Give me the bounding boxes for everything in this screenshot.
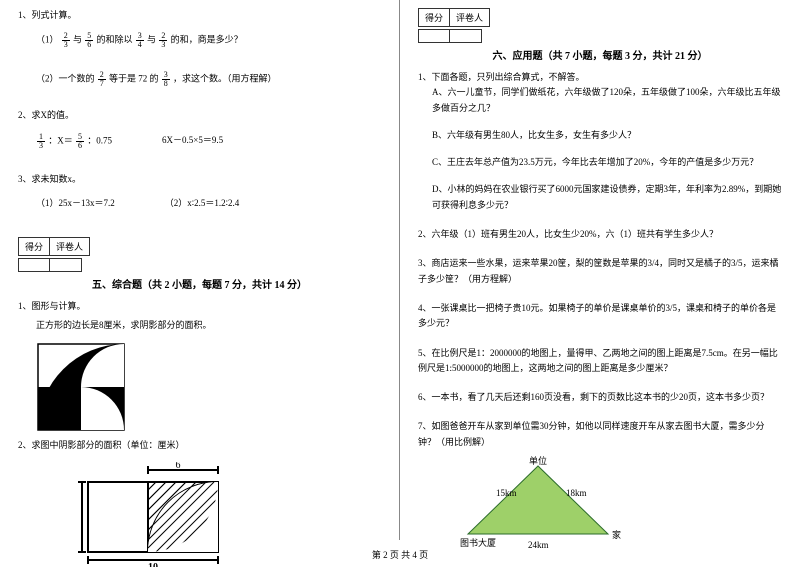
txt: ：0.75 — [87, 135, 112, 145]
a1-b: B、六年级有男生80人，比女生多，女生有多少人？ — [418, 128, 782, 143]
txt: （1） — [36, 35, 59, 45]
a4: 4、一张课桌比一把椅子贵10元。如果椅子的单价是课桌单价的3/5，课桌和椅子的单… — [418, 301, 782, 332]
txt: ，求这个数。（用方程解） — [173, 74, 277, 84]
a6: 6、一本书，看了几天后还剩160页没看，剩下的页数比这本书的少20页，这本书多少… — [418, 390, 782, 405]
txt: （2）一个数的 — [36, 74, 95, 84]
grader-label: 评卷人 — [450, 8, 490, 27]
dim-top: 6 — [176, 462, 181, 471]
frac: 34 — [136, 32, 144, 49]
txt: 与 — [147, 35, 156, 45]
score-box: 得分 评卷人 — [418, 8, 782, 27]
eq2: 6X－0.5×5＝9.5 — [162, 133, 223, 150]
section-6-title: 六、应用题（共 7 小题，每题 3 分，共计 21 分） — [418, 47, 782, 62]
txt: 的和，商是多少？ — [171, 35, 243, 45]
a1: 1、下面各题，只列出综合算式，不解答。 A、六一儿童节，同学们做纸花，六年级做了… — [418, 70, 782, 213]
txt: 的和除以 — [97, 35, 133, 45]
a5: 5、在比例尺是1：2000000的地图上，量得甲、乙两地之间的图上距离是7.5c… — [418, 346, 782, 377]
eq1: 13 ：X＝ 56 ：0.75 — [36, 133, 112, 150]
a1-d: D、小林的妈妈在农业银行买了6000元国家建设债券，定期3年，年利率为2.89%… — [418, 182, 782, 213]
figure-1 — [18, 342, 381, 432]
score-label: 得分 — [18, 237, 50, 256]
right-column: 得分 评卷人 六、应用题（共 7 小题，每题 3 分，共计 21 分） 1、下面… — [400, 0, 800, 540]
score-label: 得分 — [418, 8, 450, 27]
c1-stem: 1、图形与计算。 — [18, 299, 381, 313]
grader-label: 评卷人 — [50, 237, 90, 256]
q3-e2: （2）x∶2.5＝1.2∶2.4 — [165, 196, 239, 209]
q2-equations: 13 ：X＝ 56 ：0.75 6X－0.5×5＝9.5 — [18, 133, 381, 150]
frac: 56 — [76, 133, 84, 150]
q3-e1: （1）25x－13x＝7.2 — [36, 196, 115, 209]
grader-blank — [450, 29, 482, 43]
q1-part2: （2）一个数的 27 等于是 72 的 38 ，求这个数。（用方程解） — [18, 71, 381, 88]
txt: 与 — [73, 35, 82, 45]
a3: 3、商店运来一些水果，运来苹果20筐，梨的筐数是苹果的3/4，同时又是橘子的3/… — [418, 256, 782, 287]
score-blank — [18, 258, 50, 272]
c2-stem: 2、求图中阴影部分的面积（单位：厘米） — [18, 438, 381, 452]
tri-right: 家 — [612, 529, 621, 540]
section-5-title: 五、综合题（共 2 小题，每题 7 分，共计 14 分） — [18, 276, 381, 291]
score-blank — [418, 29, 450, 43]
q1-part1: （1） 23 与 56 的和除以 34 与 23 的和，商是多少？ — [18, 32, 381, 49]
txt: 等于是 72 的 — [109, 74, 159, 84]
tri-top: 单位 — [529, 455, 547, 466]
triangle-figure: 单位 图书大厦 家 15km 18km 24km — [448, 454, 628, 554]
q3-equations: （1）25x－13x＝7.2 （2）x∶2.5＝1.2∶2.4 — [18, 196, 381, 209]
frac: 38 — [162, 71, 170, 88]
page-footer: 第 2 页 共 4 页 — [0, 548, 800, 561]
tri-rtop: 18km — [566, 488, 587, 498]
a1-c: C、王庄去年总产值为23.5万元，今年比去年增加了20%，今年的产值是多少万元？ — [418, 155, 782, 170]
tri-ltop: 15km — [496, 488, 517, 498]
frac: 13 — [37, 133, 45, 150]
frac: 56 — [85, 32, 93, 49]
a1-stem: 1、下面各题，只列出综合算式，不解答。 — [418, 70, 782, 85]
a1-a: A、六一儿童节，同学们做纸花，六年级做了120朵，五年级做了100朵，六年级比五… — [418, 85, 782, 116]
q1-stem: 1、列式计算。 — [18, 8, 381, 22]
c1-desc: 正方形的边长是8厘米，求阴影部分的面积。 — [18, 318, 381, 332]
frac: 23 — [62, 32, 70, 49]
tri-left: 图书大厦 — [460, 537, 496, 548]
left-column: 1、列式计算。 （1） 23 与 56 的和除以 34 与 23 的和，商是多少… — [0, 0, 400, 540]
q2-stem: 2、求X的值。 — [18, 108, 381, 122]
score-box: 得分 评卷人 — [18, 237, 381, 256]
txt: ：X＝ — [48, 135, 73, 145]
frac: 27 — [98, 71, 106, 88]
a2: 2、六年级（1）班有男生20人，比女生少20%，六（1）班共有学生多少人？ — [418, 227, 782, 242]
a7: 7、如图爸爸开车从家到单位需30分钟，如他以同样速度开车从家去图书大厦，需多少分… — [418, 419, 782, 450]
q3-stem: 3、求未知数x。 — [18, 172, 381, 186]
grader-blank — [50, 258, 82, 272]
frac: 23 — [159, 32, 167, 49]
